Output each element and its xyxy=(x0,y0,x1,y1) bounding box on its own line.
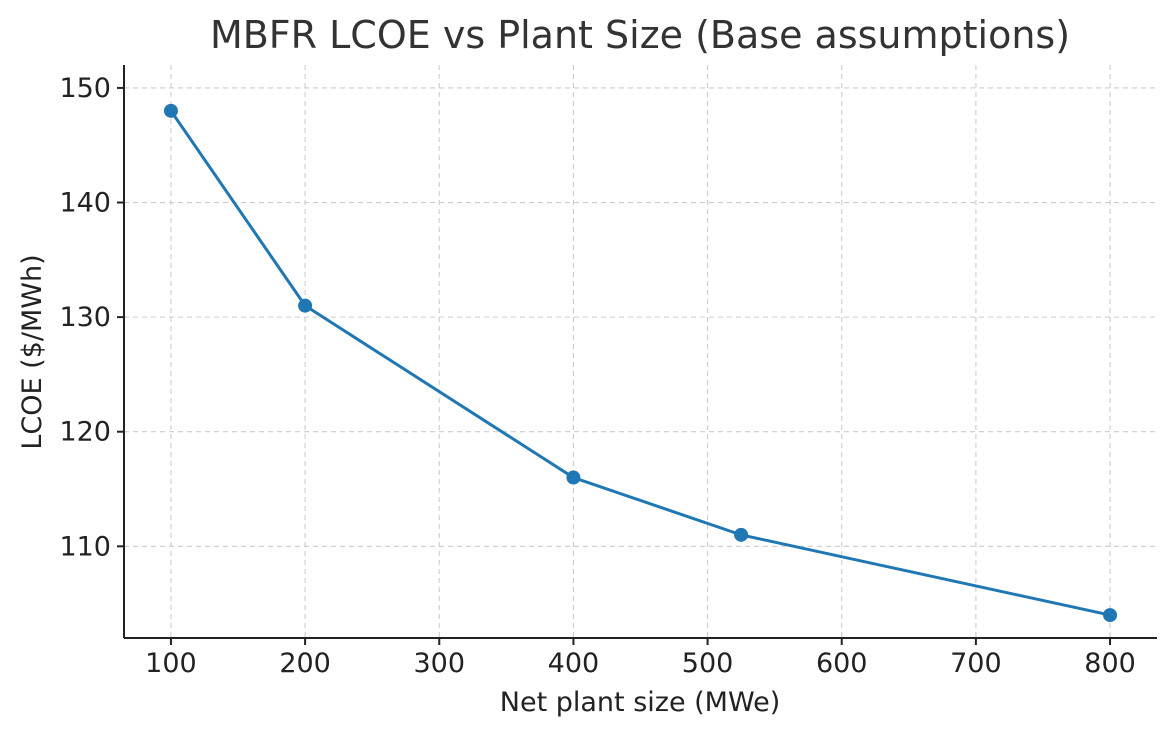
data-point xyxy=(566,470,581,485)
y-tick-label: 120 xyxy=(59,417,111,448)
y-axis-label: LCOE ($/MWh) xyxy=(17,254,48,449)
chart-title: MBFR LCOE vs Plant Size (Base assumption… xyxy=(210,13,1070,57)
y-tick-label: 150 xyxy=(59,73,111,104)
y-tick-label: 130 xyxy=(59,302,111,333)
x-tick-label: 600 xyxy=(816,648,868,679)
grid-layer xyxy=(124,65,1157,638)
data-point xyxy=(734,527,749,542)
x-tick-label: 300 xyxy=(413,648,465,679)
series-line xyxy=(169,109,1112,617)
axes-layer xyxy=(123,65,1157,639)
x-tick-label: 500 xyxy=(682,648,734,679)
data-point xyxy=(298,298,313,313)
data-point xyxy=(1103,608,1118,623)
x-tick-label: 700 xyxy=(950,648,1002,679)
y-tick-label: 140 xyxy=(59,188,111,219)
ticks-layer: 100 200 300 400 500 600 700 800 110 120 130 140 150 xyxy=(59,73,1135,679)
x-tick-label: 200 xyxy=(279,648,331,679)
x-axis-label: Net plant size (MWe) xyxy=(500,687,780,718)
x-tick-label: 100 xyxy=(145,648,197,679)
data-point xyxy=(163,103,178,118)
x-tick-label: 400 xyxy=(548,648,600,679)
series-layer xyxy=(163,103,1118,623)
y-tick-label: 110 xyxy=(59,531,111,562)
x-tick-label: 800 xyxy=(1084,648,1136,679)
